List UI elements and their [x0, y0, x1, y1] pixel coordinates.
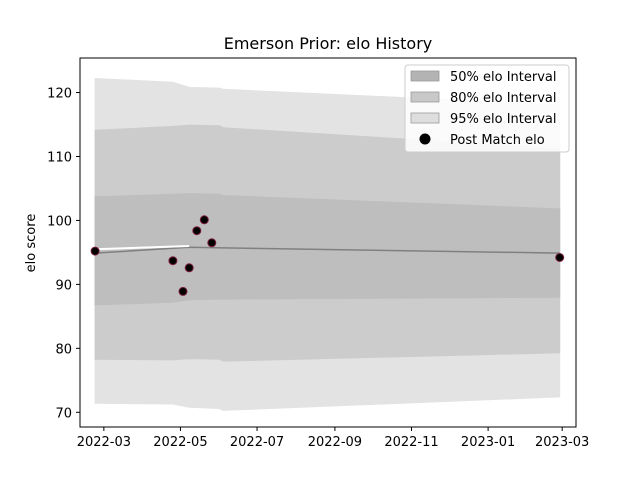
post-match-points	[90, 215, 565, 296]
legend-frame	[404, 64, 570, 153]
y-tick-label: 70	[55, 406, 72, 421]
post-match-point	[168, 256, 178, 266]
x-tick-label: 2022-11	[384, 435, 438, 450]
legend-swatch	[410, 70, 440, 82]
legend-label: 50% elo Interval	[450, 70, 557, 85]
y-tick-label: 80	[55, 342, 72, 357]
x-tick-label: 2023-01	[461, 435, 515, 450]
plot-area-frame	[79, 57, 577, 428]
x-axis: 2022-03 2022-05 2022-07 2022-09 2022-11 2023-…	[77, 427, 589, 450]
chart-title: Emerson Prior: elo History	[224, 34, 433, 53]
post-match-point	[178, 286, 188, 296]
post-match-point	[192, 226, 202, 236]
elo-lines	[95, 245, 560, 254]
y-axis-label: elo score	[24, 214, 39, 273]
post-match-point	[90, 246, 100, 256]
x-tick-label: 2022-05	[153, 435, 207, 450]
legend: 50% elo Interval 80% elo Interval 95% elo …	[404, 64, 570, 153]
x-tick-label: 2023-03	[535, 435, 589, 450]
post-match-point	[207, 238, 217, 248]
y-tick-label: 90	[55, 278, 72, 293]
post-match-point	[184, 263, 194, 273]
y-axis: 70 80 90 100 110 120	[47, 87, 80, 421]
legend-marker	[419, 133, 431, 145]
legend-label: 95% elo Interval	[450, 112, 557, 127]
y-tick-label: 100	[47, 214, 72, 229]
y-tick-label: 110	[47, 150, 72, 165]
highlight-elo-line	[95, 245, 190, 251]
x-tick-label: 2022-07	[230, 435, 284, 450]
post-match-point	[199, 215, 209, 225]
legend-label: 80% elo Interval	[450, 91, 557, 106]
x-tick-label: 2022-03	[77, 435, 131, 450]
legend-swatch	[410, 112, 440, 124]
legend-label: Post Match elo	[450, 133, 545, 148]
y-tick-label: 120	[47, 87, 72, 102]
x-tick-label: 2022-09	[308, 435, 362, 450]
legend-swatch	[410, 91, 440, 103]
post-match-point	[555, 253, 565, 262]
mean-elo-line	[95, 246, 560, 254]
